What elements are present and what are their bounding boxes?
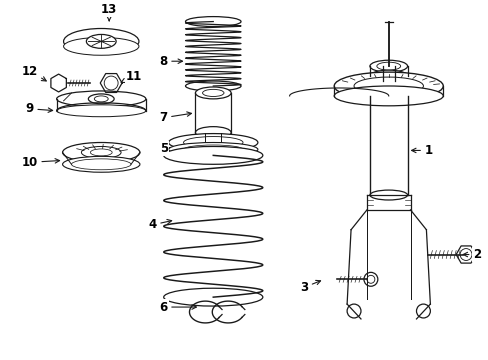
- Ellipse shape: [57, 105, 145, 117]
- Text: 8: 8: [159, 55, 182, 68]
- Ellipse shape: [63, 28, 139, 54]
- Text: 5: 5: [159, 142, 169, 155]
- Ellipse shape: [163, 288, 263, 306]
- Text: 11: 11: [121, 69, 142, 82]
- Ellipse shape: [57, 91, 145, 107]
- Ellipse shape: [168, 143, 257, 156]
- Ellipse shape: [205, 138, 221, 143]
- Ellipse shape: [185, 81, 241, 91]
- Ellipse shape: [63, 37, 139, 55]
- Text: 1: 1: [411, 144, 431, 157]
- Ellipse shape: [195, 87, 231, 99]
- Ellipse shape: [88, 94, 114, 104]
- Ellipse shape: [333, 86, 442, 106]
- Ellipse shape: [163, 147, 263, 164]
- Ellipse shape: [369, 70, 407, 82]
- Ellipse shape: [333, 72, 442, 100]
- Text: 4: 4: [148, 218, 171, 231]
- Ellipse shape: [369, 60, 407, 72]
- Text: 3: 3: [300, 280, 320, 294]
- Ellipse shape: [81, 147, 121, 158]
- Ellipse shape: [363, 273, 377, 286]
- Text: 9: 9: [26, 102, 53, 115]
- Text: 12: 12: [21, 65, 46, 81]
- Text: 10: 10: [21, 156, 60, 169]
- Ellipse shape: [369, 190, 407, 200]
- Ellipse shape: [168, 134, 257, 152]
- Ellipse shape: [353, 77, 423, 95]
- Text: 2: 2: [462, 248, 480, 261]
- Text: 6: 6: [159, 301, 196, 314]
- Ellipse shape: [86, 35, 116, 48]
- Ellipse shape: [62, 156, 140, 172]
- Text: 7: 7: [159, 111, 191, 124]
- Ellipse shape: [195, 127, 231, 139]
- Text: 13: 13: [101, 3, 117, 21]
- Ellipse shape: [185, 17, 241, 27]
- Ellipse shape: [62, 143, 140, 162]
